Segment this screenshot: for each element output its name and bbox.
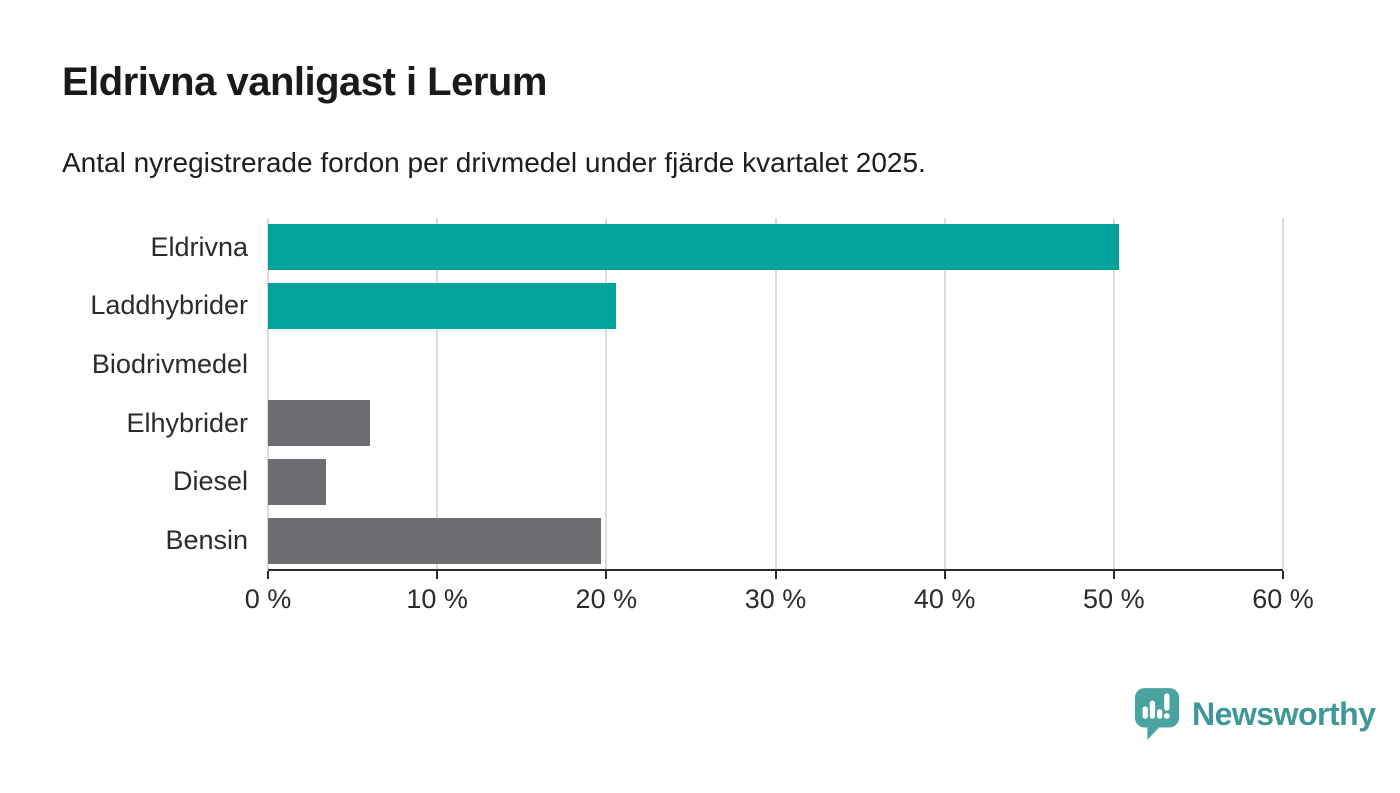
- x-tick-label: 0 %: [244, 584, 292, 614]
- brand-wordmark: Newsworthy: [1192, 695, 1376, 732]
- bar-laddhybrider: [268, 282, 617, 329]
- gridline: [1112, 218, 1115, 570]
- bar-diesel: [268, 458, 326, 505]
- x-tick-label: 10 %: [406, 584, 468, 614]
- x-tick-label: 30 %: [744, 584, 807, 614]
- x-axis-tick: [1112, 571, 1115, 579]
- x-tick-label: 60 %: [1252, 584, 1314, 614]
- x-tick-label: 20 %: [575, 584, 638, 614]
- gridline: [267, 218, 269, 570]
- x-axis-tick: [774, 571, 777, 579]
- x-tick-label: 50 %: [1083, 584, 1145, 614]
- gridline: [605, 218, 608, 570]
- category-labels: Eldrivna Laddhybrider Biodrivmedel Elhybrid…: [60, 218, 248, 570]
- x-axis-tick: [436, 571, 439, 579]
- gridline: [774, 218, 777, 570]
- chart-title: Eldrivna vanligast i Lerum: [62, 60, 547, 104]
- x-axis-line: [268, 569, 1283, 571]
- bar-row: [268, 335, 1283, 394]
- gridline: [436, 218, 439, 570]
- bar-eldrivna: [268, 224, 1119, 271]
- category-label: Diesel: [172, 466, 248, 497]
- category-label: Laddhybrider: [90, 290, 248, 321]
- bar-row: [268, 218, 1283, 277]
- bar-chart: Eldrivna Laddhybrider Biodrivmedel Elhybrid…: [60, 218, 1314, 614]
- category-label: Elhybrider: [126, 407, 248, 438]
- gridline: [1282, 218, 1284, 570]
- gridline: [943, 218, 946, 570]
- x-axis-tick: [1282, 571, 1284, 579]
- bar-elhybrider: [268, 400, 370, 447]
- newsworthy-logo-icon: [1133, 686, 1181, 742]
- category-label: Eldrivna: [150, 231, 248, 262]
- brand-lockup: Newsworthy: [1133, 686, 1376, 742]
- bar-row: [268, 277, 1283, 336]
- chart-subtitle: Antal nyregistrerade fordon per drivmede…: [62, 147, 926, 178]
- x-axis-tick: [267, 571, 269, 579]
- category-label: Biodrivmedel: [91, 349, 248, 380]
- x-axis-tick: [605, 571, 608, 579]
- bar-row: [268, 453, 1283, 512]
- plot-area: 0 % 10 % 20 % 30 % 40 % 50 % 60 %: [245, 218, 1314, 614]
- bar-bensin: [268, 517, 602, 564]
- category-label: Bensin: [165, 525, 248, 556]
- x-axis-tick: [943, 571, 946, 579]
- bar-row: [268, 511, 1283, 570]
- x-tick-label: 40 %: [913, 584, 976, 614]
- bar-row: [268, 394, 1283, 453]
